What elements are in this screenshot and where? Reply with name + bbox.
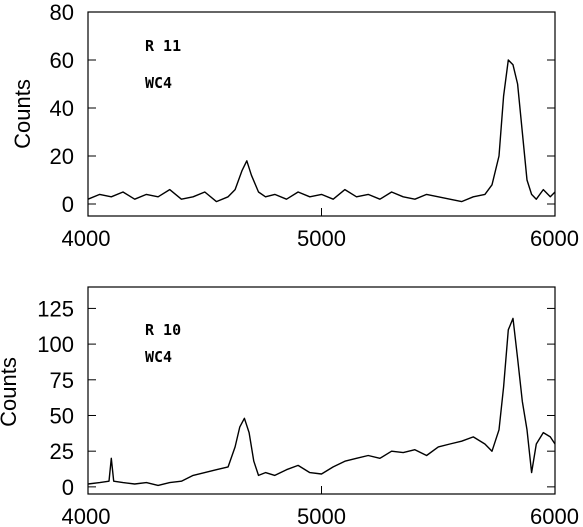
x-axis: 4000 5000 6000 [62,486,579,527]
annotation-star-name: R 11 [145,37,181,55]
y-tick-label: 60 [50,48,74,73]
annotation-star-name: R 10 [145,321,181,339]
y-tick-label: 75 [50,368,74,393]
y-axis-label: Counts [0,357,21,427]
spectrum-line [87,59,556,203]
x-tick-label: 5000 [297,504,346,527]
x-axis: 4000 5000 6000 [62,208,579,251]
y-tick-label: 0 [62,192,74,217]
panel-r10: 0 25 50 75 100 125 4000 5000 6000 Counts R 10 W… [0,286,579,527]
x-tick-label: 6000 [530,504,579,527]
y-tick-label: 80 [50,0,74,25]
y-tick-label: 100 [37,332,74,357]
y-tick-label: 25 [50,439,74,464]
annotation-spectral-type: WC4 [145,74,172,92]
panel-r11: 0 20 40 60 80 4000 5000 6000 Counts R 11 WC4 [10,0,579,251]
annotation-spectral-type: WC4 [145,348,172,366]
x-tick-label: 4000 [62,504,111,527]
y-tick-label: 20 [50,144,74,169]
y-tick-label: 50 [50,403,74,428]
y-tick-label: 125 [37,296,74,321]
x-tick-label: 4000 [62,226,111,251]
plot-frame [87,286,556,495]
spectrum-line [87,317,556,487]
y-tick-label: 40 [50,96,74,121]
y-axis: 0 25 50 75 100 125 [37,296,555,500]
y-axis: 0 20 40 60 80 [50,0,555,217]
x-tick-label: 5000 [297,226,346,251]
y-tick-label: 0 [62,475,74,500]
x-tick-label: 6000 [530,226,579,251]
y-axis-label: Counts [10,79,35,149]
